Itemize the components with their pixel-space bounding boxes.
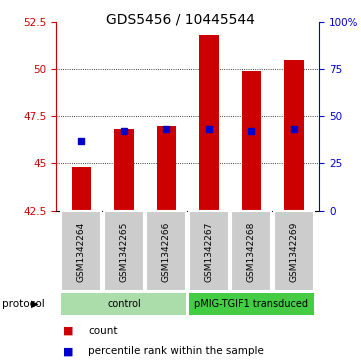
Text: control: control xyxy=(107,299,141,309)
Text: GDS5456 / 10445544: GDS5456 / 10445544 xyxy=(106,13,255,27)
Bar xyxy=(114,129,134,211)
Bar xyxy=(189,293,314,315)
Text: GSM1342267: GSM1342267 xyxy=(204,221,213,282)
Bar xyxy=(242,71,261,211)
Bar xyxy=(231,211,271,291)
Text: ■: ■ xyxy=(63,346,74,356)
Text: ▶: ▶ xyxy=(31,299,38,309)
Text: percentile rank within the sample: percentile rank within the sample xyxy=(88,346,264,356)
Bar xyxy=(199,35,218,211)
Bar xyxy=(61,293,186,315)
Bar xyxy=(274,211,314,291)
Text: count: count xyxy=(88,326,118,336)
Text: GSM1342268: GSM1342268 xyxy=(247,221,256,282)
Bar xyxy=(72,167,91,211)
Text: protocol: protocol xyxy=(2,299,44,309)
Text: GSM1342265: GSM1342265 xyxy=(119,221,129,282)
Bar xyxy=(61,211,101,291)
Bar xyxy=(284,60,304,211)
Text: GSM1342269: GSM1342269 xyxy=(290,221,299,282)
Text: ■: ■ xyxy=(63,326,74,336)
Text: GSM1342266: GSM1342266 xyxy=(162,221,171,282)
Bar xyxy=(147,211,186,291)
Text: GSM1342264: GSM1342264 xyxy=(77,221,86,281)
Bar xyxy=(104,211,144,291)
Bar xyxy=(189,211,229,291)
Bar xyxy=(157,126,176,211)
Text: pMIG-TGIF1 transduced: pMIG-TGIF1 transduced xyxy=(195,299,309,309)
